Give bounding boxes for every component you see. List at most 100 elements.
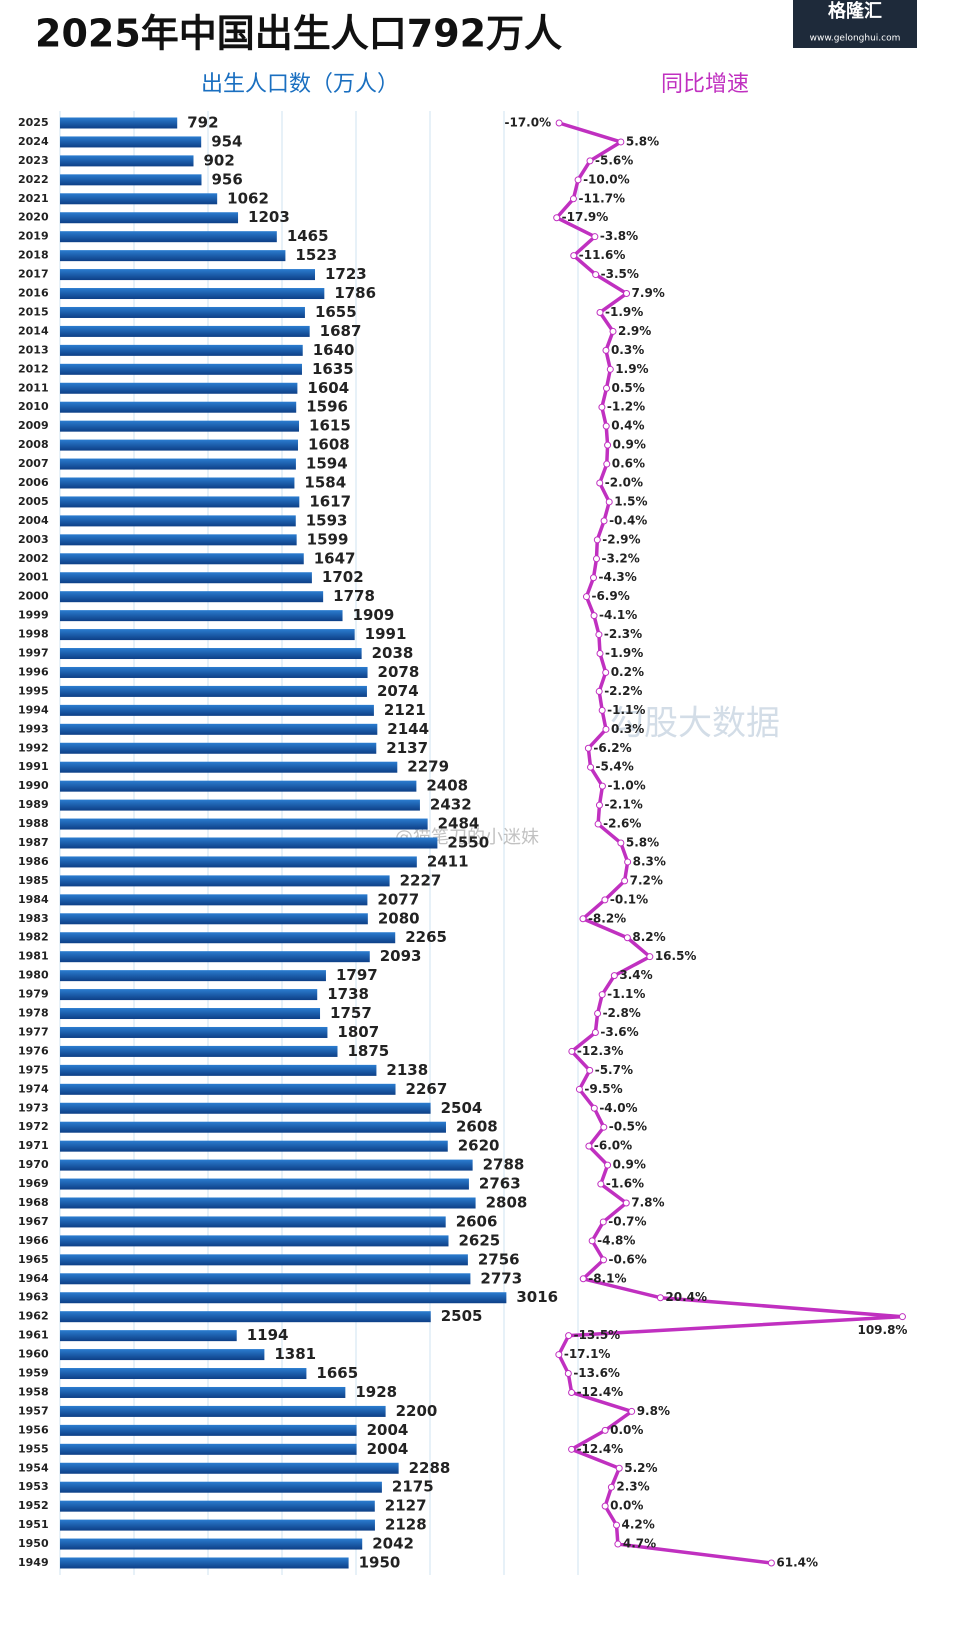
bar-value-label: 2608: [456, 1118, 498, 1136]
growth-value-label: 109.8%: [857, 1323, 907, 1337]
growth-value-label: -4.1%: [599, 608, 637, 622]
bar-value-label: 2550: [447, 834, 489, 852]
bar-value-label: 1875: [348, 1042, 390, 1060]
bar: [60, 1045, 338, 1057]
growth-point: [602, 422, 610, 430]
growth-point: [898, 1313, 906, 1321]
y-tick-label: 1973: [18, 1101, 49, 1114]
bar: [60, 250, 286, 262]
bar: [60, 363, 302, 375]
bar: [60, 818, 428, 830]
bar-value-label: 1604: [307, 379, 349, 397]
bar: [60, 382, 298, 394]
bar-value-label: 2484: [438, 815, 480, 833]
bar-value-label: 2625: [459, 1231, 501, 1249]
growth-point: [628, 1407, 636, 1415]
bar-value-label: 3016: [516, 1288, 558, 1306]
bar-value-label: 2808: [486, 1194, 528, 1212]
y-tick-label: 1996: [18, 665, 49, 678]
growth-point: [605, 498, 613, 506]
y-tick-label: 1986: [18, 855, 49, 868]
growth-value-label: -17.9%: [562, 210, 609, 224]
growth-value-label: 61.4%: [776, 1556, 818, 1570]
bar: [60, 1443, 357, 1455]
y-tick-label: 1991: [18, 760, 49, 773]
growth-value-label: 9.8%: [637, 1404, 670, 1418]
bar-value-label: 2432: [430, 796, 472, 814]
growth-point: [603, 460, 611, 468]
logo-name: 格隆汇: [828, 0, 882, 22]
bar: [60, 1140, 448, 1152]
bar: [60, 894, 368, 906]
bar: [60, 193, 218, 205]
growth-value-label: -12.4%: [577, 1442, 624, 1456]
y-tick-label: 2011: [18, 381, 49, 394]
bar: [60, 1481, 382, 1493]
bar-value-label: 1702: [322, 568, 364, 586]
y-tick-label: 2005: [18, 495, 49, 508]
bar: [60, 666, 368, 678]
y-tick-label: 1988: [18, 817, 49, 830]
growth-value-label: 0.0%: [610, 1499, 643, 1513]
bar: [60, 1008, 321, 1020]
growth-point: [592, 555, 600, 563]
bar-value-label: 902: [203, 151, 234, 169]
bar-value-label: 2288: [409, 1459, 451, 1477]
y-tick-label: 1962: [18, 1310, 49, 1323]
growth-value-label: 7.2%: [630, 873, 663, 887]
bar: [60, 306, 305, 318]
growth-point: [579, 1275, 587, 1283]
bar: [60, 117, 178, 129]
growth-point: [590, 1104, 598, 1112]
bar: [60, 1538, 363, 1550]
bar-value-label: 2505: [441, 1307, 483, 1325]
y-tick-label: 2004: [18, 514, 49, 527]
bar-value-label: 1928: [355, 1383, 397, 1401]
growth-point: [582, 593, 590, 601]
y-tick-label: 2015: [18, 305, 49, 318]
growth-point: [555, 1351, 563, 1359]
growth-value-label: -12.3%: [577, 1044, 624, 1058]
growth-point: [603, 384, 611, 392]
y-tick-label: 1994: [18, 703, 49, 716]
y-tick-label: 1953: [18, 1480, 49, 1493]
bar-value-label: 2504: [441, 1099, 483, 1117]
growth-value-label: 5.8%: [626, 836, 659, 850]
bar: [60, 591, 324, 603]
bar-value-label: 2788: [483, 1156, 525, 1174]
bar-value-label: 2620: [458, 1137, 500, 1155]
bar: [60, 913, 368, 925]
growth-point: [621, 877, 629, 885]
bar-value-label: 2227: [400, 871, 442, 889]
growth-point: [598, 403, 606, 411]
growth-point: [601, 896, 609, 904]
bar: [60, 1064, 377, 1076]
bar-value-label: 1991: [365, 625, 407, 643]
bar: [60, 515, 296, 527]
growth-point: [579, 915, 587, 923]
bar-value-label: 1608: [308, 436, 350, 454]
bar: [60, 1462, 399, 1474]
y-tick-label: 1992: [18, 741, 49, 754]
bar: [60, 1557, 349, 1569]
y-tick-label: 1966: [18, 1234, 49, 1247]
growth-point: [596, 308, 604, 316]
growth-value-label: 7.9%: [632, 286, 665, 300]
bar-value-label: 1655: [315, 303, 357, 321]
growth-point: [570, 252, 578, 260]
logo-url: www.gelonghui.com: [810, 34, 901, 44]
bar: [60, 439, 298, 451]
growth-value-label: -17.1%: [564, 1347, 611, 1361]
bar: [60, 648, 362, 660]
y-tick-label: 1980: [18, 969, 49, 982]
growth-value-label: -2.9%: [602, 532, 640, 546]
growth-point: [592, 271, 600, 279]
y-tick-label: 2025: [18, 116, 49, 129]
growth-value-label: -6.0%: [594, 1139, 632, 1153]
bar-value-label: 1687: [320, 322, 362, 340]
bar: [60, 1216, 446, 1228]
y-tick-label: 1979: [18, 988, 49, 1001]
bar: [60, 420, 300, 432]
growth-point: [574, 176, 582, 184]
watermark: 勾股大数据: [610, 704, 780, 744]
